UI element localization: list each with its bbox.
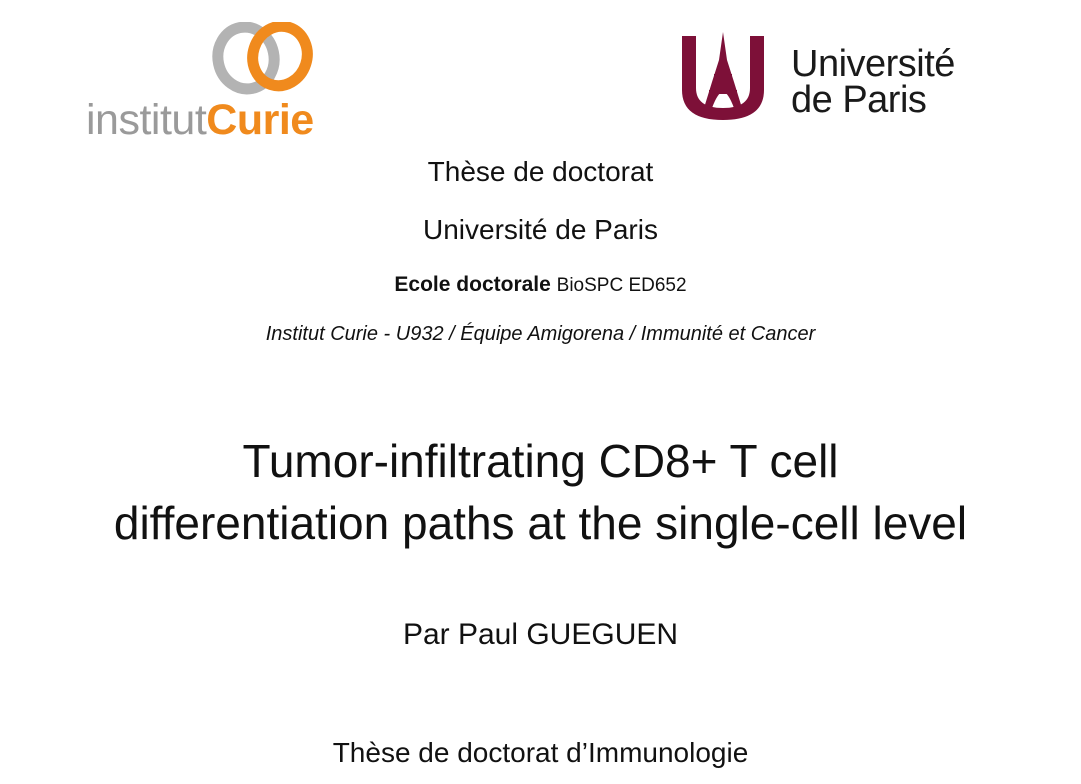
curie-rings-icon	[212, 22, 313, 95]
universite-de-paris-logo: Université de Paris	[676, 30, 986, 125]
de-paris-line: de Paris	[791, 79, 927, 121]
university-name: Université de Paris	[423, 214, 658, 245]
universite-de-paris-wordmark: Université de Paris	[791, 43, 955, 121]
thesis-title-line-1: Tumor-infiltrating CD8+ T cell	[242, 435, 839, 487]
curie-wordmark: institutCurie	[86, 96, 314, 144]
curie-wordmark-institut: institut	[86, 96, 207, 144]
doctoral-school: Ecole doctorale BioSPC ED652	[0, 270, 1081, 301]
doctoral-school-label: Ecole doctorale	[394, 273, 551, 296]
curie-wordmark-curie: Curie	[206, 96, 314, 144]
thesis-title-line-2: differentiation paths at the single-cell…	[113, 497, 968, 549]
eiffel-tower-u-icon	[682, 32, 764, 120]
discipline-label: Thèse de doctorat d’Immunologie	[332, 737, 749, 768]
universite-line: Université	[791, 43, 955, 85]
lab-affiliation: Institut Curie - U932 / Équipe Amigorena…	[265, 323, 816, 345]
degree-label: Thèse de doctorat	[427, 156, 654, 187]
institut-curie-logo: institutCurie	[86, 22, 336, 147]
author-name: Par Paul GUEGUEN	[402, 618, 679, 651]
doctoral-school-name: BioSPC ED652	[556, 275, 687, 296]
thesis-title: Tumor-infiltrating CD8+ T cell different…	[0, 430, 1081, 554]
